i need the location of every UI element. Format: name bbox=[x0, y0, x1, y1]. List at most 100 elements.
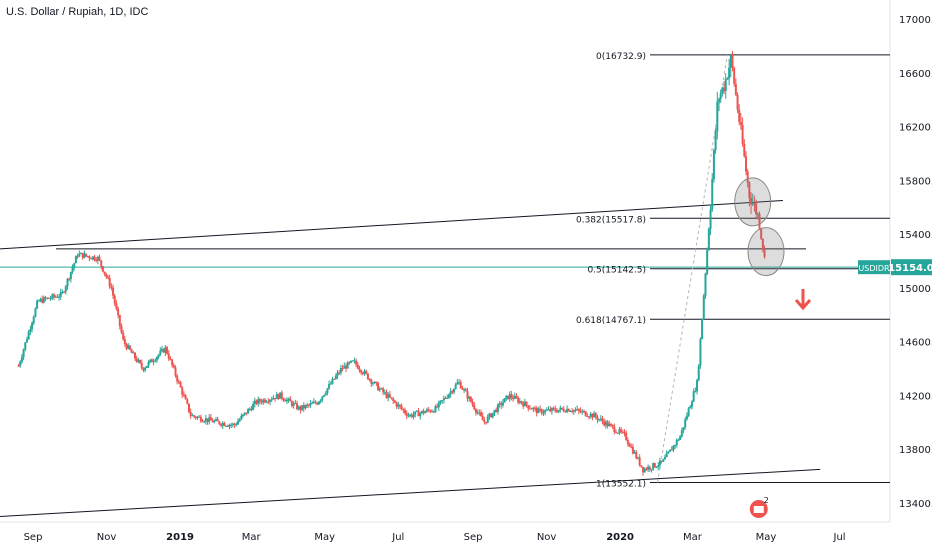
candle-body bbox=[525, 401, 528, 406]
candle-body bbox=[437, 402, 440, 408]
y-tick-label: 17000.0 bbox=[899, 15, 932, 26]
candle-body bbox=[380, 388, 383, 390]
candle-body bbox=[463, 389, 466, 391]
candle-body bbox=[429, 410, 432, 412]
highlight-ellipse[interactable] bbox=[747, 227, 785, 277]
candle-body bbox=[707, 228, 710, 251]
candle-body bbox=[353, 360, 356, 362]
candle-body bbox=[670, 449, 673, 451]
candle-body bbox=[481, 415, 484, 421]
candle-body bbox=[199, 416, 202, 422]
candle-body bbox=[628, 443, 631, 447]
candle-body bbox=[208, 417, 211, 422]
candle-body bbox=[85, 253, 88, 256]
candle-body bbox=[216, 419, 219, 422]
candle-body bbox=[233, 423, 236, 425]
candle-body bbox=[518, 401, 521, 403]
candle-body bbox=[675, 439, 678, 446]
candle-body bbox=[306, 404, 309, 406]
x-tick-label: Mar bbox=[683, 532, 703, 543]
candle-body bbox=[133, 352, 136, 359]
candle-body bbox=[461, 388, 464, 390]
candle-body bbox=[64, 286, 67, 292]
candle-body bbox=[118, 315, 121, 326]
candle-body bbox=[312, 401, 315, 404]
candle-body bbox=[652, 463, 655, 469]
candle-body bbox=[397, 404, 400, 407]
candle-body bbox=[100, 260, 103, 267]
candle-body bbox=[339, 368, 342, 373]
candle-body bbox=[491, 412, 494, 418]
highlight-ellipse[interactable] bbox=[734, 177, 772, 227]
candle-body bbox=[662, 459, 665, 462]
candle-body bbox=[540, 409, 543, 414]
candle-body bbox=[746, 171, 749, 183]
candle-body bbox=[333, 378, 336, 380]
candle-body bbox=[329, 383, 332, 385]
candle-body bbox=[398, 404, 401, 407]
candle-body bbox=[748, 182, 751, 198]
candle-body bbox=[721, 87, 724, 94]
candle-body bbox=[331, 378, 334, 384]
candle-body bbox=[441, 400, 444, 402]
candle-body bbox=[621, 431, 624, 433]
candle-body bbox=[383, 392, 386, 394]
candle-body bbox=[601, 418, 604, 422]
candle-body bbox=[188, 403, 191, 413]
fib-level-label: 0(16732.9) bbox=[596, 52, 646, 62]
candle-body bbox=[515, 395, 518, 399]
candle-body bbox=[404, 410, 407, 414]
candle-body bbox=[557, 409, 560, 413]
candle-body bbox=[741, 124, 744, 144]
candle-body bbox=[167, 353, 170, 359]
candle-body bbox=[177, 381, 180, 383]
candle-body bbox=[679, 436, 682, 440]
lower-trendline[interactable] bbox=[0, 468, 821, 517]
candle-body bbox=[623, 431, 626, 433]
candle-body bbox=[206, 418, 209, 422]
candle-body bbox=[599, 418, 602, 420]
candle-body bbox=[586, 415, 589, 417]
candle-body bbox=[452, 388, 455, 393]
candle-body bbox=[758, 213, 761, 229]
candle-body bbox=[682, 427, 685, 431]
candle-body bbox=[27, 331, 30, 340]
candle-body bbox=[120, 325, 123, 333]
upper-trendline[interactable] bbox=[0, 200, 783, 250]
candle-body bbox=[294, 403, 297, 405]
candle-body bbox=[52, 294, 55, 297]
candle-body bbox=[395, 402, 398, 407]
candle-body bbox=[351, 360, 354, 362]
candle-body bbox=[760, 228, 763, 239]
candle-body bbox=[63, 291, 66, 293]
candle-body bbox=[584, 411, 587, 416]
candle-body bbox=[385, 392, 388, 398]
candle-body bbox=[17, 365, 20, 367]
candle-body bbox=[588, 416, 591, 418]
candle-body bbox=[235, 424, 238, 426]
candle-body bbox=[405, 413, 408, 416]
candle-body bbox=[314, 401, 317, 404]
candle-body bbox=[54, 296, 57, 298]
candle-body bbox=[432, 411, 435, 413]
candle-body bbox=[245, 412, 248, 414]
candle-body bbox=[58, 296, 61, 298]
x-tick-label: 2019 bbox=[166, 532, 194, 543]
candle-body bbox=[701, 318, 704, 340]
candle-body bbox=[567, 408, 570, 412]
candle-body bbox=[154, 360, 157, 362]
candle-body bbox=[442, 398, 445, 401]
candle-body bbox=[559, 407, 562, 410]
candle-body bbox=[358, 368, 361, 371]
candle-body bbox=[226, 425, 229, 427]
candle-body bbox=[61, 291, 64, 293]
candle-body bbox=[209, 417, 212, 421]
candle-body bbox=[636, 457, 639, 459]
candle-body bbox=[706, 250, 709, 274]
candle-body bbox=[198, 416, 201, 418]
candle-body bbox=[297, 406, 300, 410]
candle-body bbox=[554, 408, 557, 411]
candle-body bbox=[645, 468, 648, 470]
candle-body bbox=[90, 258, 93, 260]
